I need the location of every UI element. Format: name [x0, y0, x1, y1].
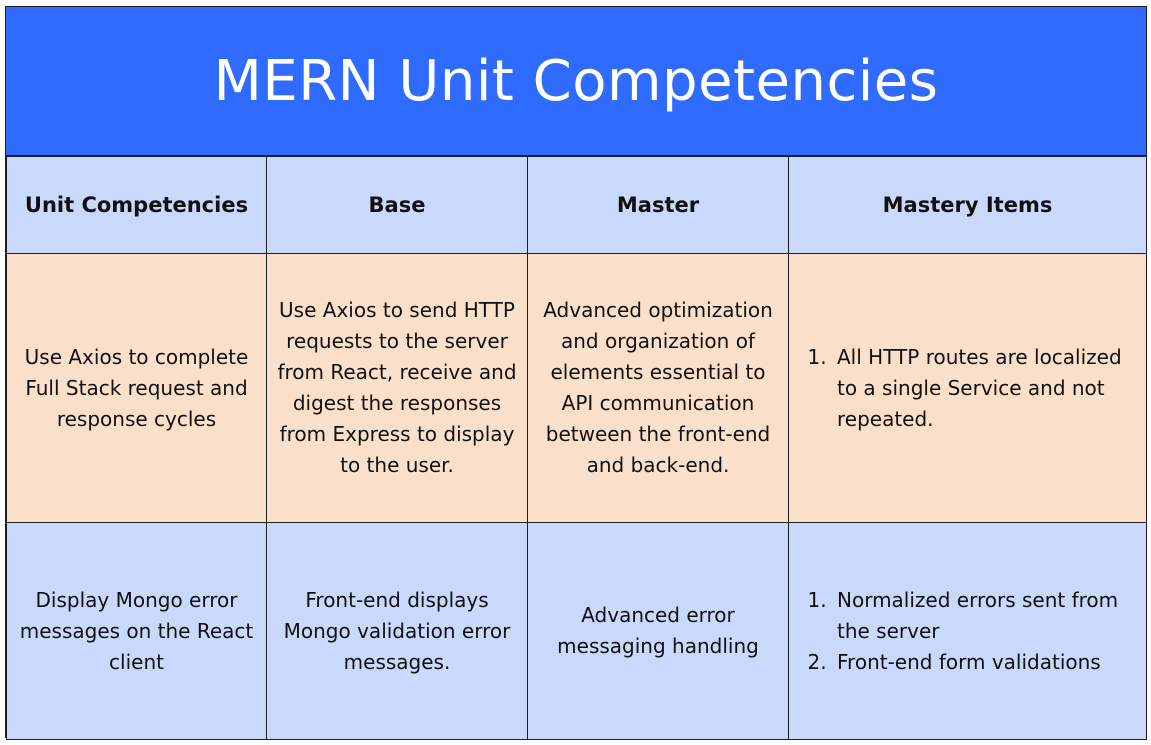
header-master: Master — [527, 156, 789, 254]
competency-sheet: MERN Unit Competencies Unit Competencies… — [5, 6, 1147, 740]
mastery-item: Front-end form validations — [833, 647, 1142, 678]
competency-table: Unit Competencies Base Master Mastery It… — [6, 156, 1147, 740]
title-banner: MERN Unit Competencies — [6, 7, 1146, 156]
header-mastery-items: Mastery Items — [788, 156, 1147, 254]
table-header-row: Unit Competencies Base Master Mastery It… — [6, 156, 1147, 254]
cell-competency: Display Mongo error messages on the Reac… — [6, 522, 267, 740]
cell-competency: Use Axios to complete Full Stack request… — [6, 253, 267, 523]
table-row: Use Axios to complete Full Stack request… — [6, 253, 1147, 523]
cell-mastery-items: All HTTP routes are localized to a singl… — [788, 253, 1147, 523]
mastery-list: All HTTP routes are localized to a singl… — [811, 342, 1142, 435]
cell-base: Use Axios to send HTTP requests to the s… — [266, 253, 528, 523]
cell-master: Advanced error messaging handling — [527, 522, 789, 740]
header-unit-competencies: Unit Competencies — [6, 156, 267, 254]
table-row: Display Mongo error messages on the Reac… — [6, 522, 1147, 740]
mastery-item: Normalized errors sent from the server — [833, 585, 1142, 647]
mastery-list: Normalized errors sent from the server F… — [811, 585, 1142, 678]
cell-base: Front-end displays Mongo validation erro… — [266, 522, 528, 740]
cell-mastery-items: Normalized errors sent from the server F… — [788, 522, 1147, 740]
header-base: Base — [266, 156, 528, 254]
page-title: MERN Unit Competencies — [213, 48, 939, 114]
cell-master: Advanced optimization and organization o… — [527, 253, 789, 523]
mastery-item: All HTTP routes are localized to a singl… — [833, 342, 1142, 435]
